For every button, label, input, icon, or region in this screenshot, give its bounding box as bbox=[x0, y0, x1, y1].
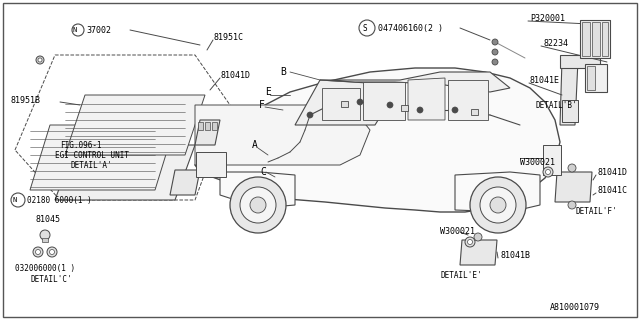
Text: 82234: 82234 bbox=[543, 38, 568, 47]
Circle shape bbox=[307, 112, 313, 118]
Polygon shape bbox=[195, 68, 560, 212]
Text: N: N bbox=[13, 197, 17, 203]
Circle shape bbox=[38, 58, 42, 62]
Text: 37002: 37002 bbox=[86, 26, 111, 35]
Polygon shape bbox=[560, 60, 578, 125]
Polygon shape bbox=[448, 80, 488, 120]
Bar bbox=[401, 105, 408, 111]
Circle shape bbox=[36, 56, 44, 64]
Bar bbox=[592, 22, 600, 56]
Bar bbox=[196, 152, 226, 177]
Text: 81041B: 81041B bbox=[500, 251, 530, 260]
Text: DETAIL'C': DETAIL'C' bbox=[30, 276, 72, 284]
Circle shape bbox=[465, 237, 475, 247]
Polygon shape bbox=[295, 80, 400, 125]
Bar bbox=[198, 122, 203, 130]
Text: P320001: P320001 bbox=[530, 13, 565, 22]
Text: DETAIL'E': DETAIL'E' bbox=[440, 270, 482, 279]
Text: 02180 6000(1 ): 02180 6000(1 ) bbox=[27, 196, 92, 204]
Text: W300021: W300021 bbox=[440, 228, 475, 236]
Text: DETAIL'B': DETAIL'B' bbox=[535, 100, 577, 109]
Polygon shape bbox=[320, 72, 510, 92]
Text: 81041D: 81041D bbox=[598, 167, 628, 177]
Text: 047406160(2 ): 047406160(2 ) bbox=[378, 23, 443, 33]
Circle shape bbox=[470, 177, 526, 233]
Circle shape bbox=[33, 247, 43, 257]
Polygon shape bbox=[560, 55, 600, 68]
Circle shape bbox=[545, 170, 550, 174]
Bar bbox=[543, 145, 561, 175]
Text: A: A bbox=[252, 140, 258, 150]
Circle shape bbox=[40, 230, 50, 240]
Bar bbox=[471, 109, 478, 115]
Text: N: N bbox=[73, 27, 77, 33]
Polygon shape bbox=[460, 240, 497, 265]
Circle shape bbox=[240, 187, 276, 223]
Polygon shape bbox=[55, 145, 195, 200]
Polygon shape bbox=[220, 172, 295, 208]
Text: DETAIL'F': DETAIL'F' bbox=[575, 207, 616, 217]
Text: 81041C: 81041C bbox=[598, 186, 628, 195]
Circle shape bbox=[452, 107, 458, 113]
Circle shape bbox=[492, 39, 498, 45]
Circle shape bbox=[568, 201, 576, 209]
Text: 81045: 81045 bbox=[35, 215, 60, 225]
Circle shape bbox=[49, 250, 54, 254]
Text: F: F bbox=[259, 100, 265, 110]
Circle shape bbox=[480, 187, 516, 223]
Polygon shape bbox=[65, 95, 205, 155]
Text: FIG.096-1: FIG.096-1 bbox=[60, 140, 102, 149]
Polygon shape bbox=[30, 125, 175, 190]
Text: W300021: W300021 bbox=[520, 157, 555, 166]
Text: 81041D: 81041D bbox=[220, 70, 250, 79]
Text: 81041E: 81041E bbox=[530, 76, 560, 84]
Text: 032006000(1 ): 032006000(1 ) bbox=[15, 263, 75, 273]
Text: 81951B: 81951B bbox=[10, 95, 40, 105]
Circle shape bbox=[492, 49, 498, 55]
Text: DETAIL'A': DETAIL'A' bbox=[70, 161, 111, 170]
Circle shape bbox=[417, 107, 423, 113]
Bar bbox=[580, 20, 610, 58]
Polygon shape bbox=[555, 172, 592, 202]
Polygon shape bbox=[195, 120, 220, 145]
Bar bbox=[205, 122, 210, 130]
Circle shape bbox=[474, 233, 482, 241]
Polygon shape bbox=[195, 105, 370, 165]
Circle shape bbox=[492, 59, 498, 65]
Text: A810001079: A810001079 bbox=[550, 303, 600, 313]
Circle shape bbox=[467, 239, 472, 244]
Bar bbox=[582, 22, 590, 56]
Circle shape bbox=[35, 250, 40, 254]
Bar bbox=[212, 122, 217, 130]
Polygon shape bbox=[455, 172, 540, 212]
Bar bbox=[587, 66, 595, 90]
Polygon shape bbox=[170, 170, 200, 195]
Text: S: S bbox=[363, 23, 367, 33]
Bar bbox=[341, 101, 348, 107]
Circle shape bbox=[47, 247, 57, 257]
Circle shape bbox=[568, 164, 576, 172]
Polygon shape bbox=[322, 88, 360, 120]
Polygon shape bbox=[408, 78, 445, 120]
Polygon shape bbox=[363, 82, 405, 120]
Circle shape bbox=[230, 177, 286, 233]
Text: EGI CONTROL UNIT: EGI CONTROL UNIT bbox=[55, 150, 129, 159]
Bar bbox=[602, 22, 608, 56]
Text: C: C bbox=[260, 167, 266, 177]
Bar bbox=[585, 64, 607, 92]
Circle shape bbox=[543, 167, 553, 177]
Circle shape bbox=[357, 99, 363, 105]
Circle shape bbox=[490, 197, 506, 213]
Circle shape bbox=[387, 102, 393, 108]
Circle shape bbox=[250, 197, 266, 213]
Text: 81951C: 81951C bbox=[213, 33, 243, 42]
Bar bbox=[42, 238, 48, 242]
Text: B: B bbox=[280, 67, 286, 77]
Text: E: E bbox=[265, 87, 271, 97]
Bar bbox=[562, 100, 578, 122]
